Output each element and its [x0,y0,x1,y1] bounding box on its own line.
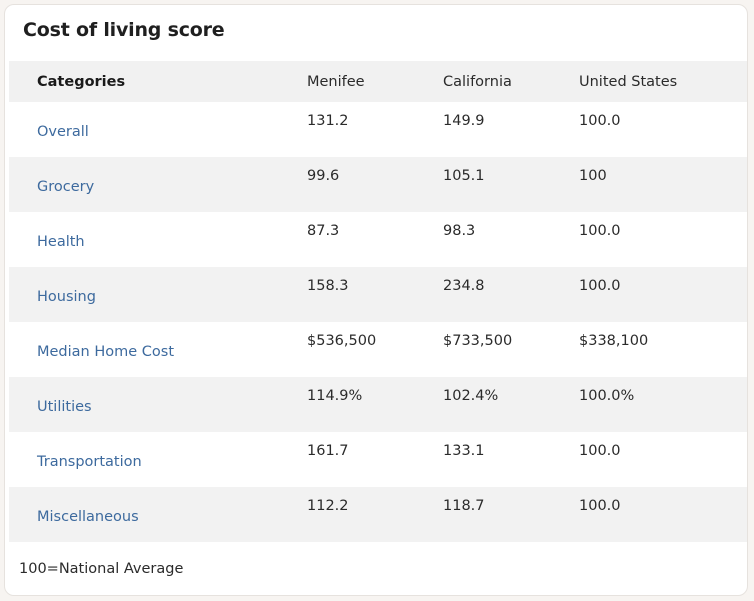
column-header-united-states: United States [579,73,678,90]
united-states-value: $338,100 [579,333,649,349]
menifee-value: 114.9% [307,388,363,404]
table-row: Health 87.3 98.3 100.0 [9,212,747,267]
united-states-value: 100.0% [579,388,635,404]
california-value: 133.1 [443,443,485,459]
category-link-grocery[interactable]: Grocery [37,178,95,195]
united-states-value: 100.0 [579,278,621,294]
united-states-value: 100.0 [579,498,621,514]
category-link-overall[interactable]: Overall [37,123,89,140]
table-header-row: Categories Menifee California United Sta… [9,61,747,102]
california-value: 98.3 [443,223,476,239]
table-row: Transportation 161.7 133.1 100.0 [9,432,747,487]
united-states-value: 100.0 [579,223,621,239]
card-title: Cost of living score [23,19,225,41]
menifee-value: $536,500 [307,333,377,349]
national-average-footnote: 100=National Average [19,561,184,577]
table-row: Miscellaneous 112.2 118.7 100.0 [9,487,747,542]
table-row: Overall 131.2 149.9 100.0 [9,102,747,157]
menifee-value: 158.3 [307,278,349,294]
united-states-value: 100.0 [579,113,621,129]
california-value: 234.8 [443,278,485,294]
category-link-transportation[interactable]: Transportation [37,453,142,470]
category-link-utilities[interactable]: Utilities [37,398,92,415]
category-link-median-home-cost[interactable]: Median Home Cost [37,343,175,360]
category-link-miscellaneous[interactable]: Miscellaneous [37,508,139,525]
column-header-menifee: Menifee [307,73,365,90]
california-value: 102.4% [443,388,499,404]
california-value: $733,500 [443,333,513,349]
united-states-value: 100.0 [579,443,621,459]
california-value: 105.1 [443,168,485,184]
menifee-value: 161.7 [307,443,349,459]
table-row: Grocery 99.6 105.1 100 [9,157,747,212]
california-value: 149.9 [443,113,485,129]
menifee-value: 87.3 [307,223,340,239]
table-row: Utilities 114.9% 102.4% 100.0% [9,377,747,432]
table-row: Housing 158.3 234.8 100.0 [9,267,747,322]
cost-of-living-table: Categories Menifee California United Sta… [9,61,747,542]
menifee-value: 112.2 [307,498,349,514]
column-header-california: California [443,73,512,90]
california-value: 118.7 [443,498,485,514]
category-link-health[interactable]: Health [37,233,85,250]
united-states-value: 100 [579,168,607,184]
menifee-value: 131.2 [307,113,349,129]
menifee-value: 99.6 [307,168,340,184]
cost-of-living-card: Cost of living score Categories Menifee … [4,4,748,596]
category-link-housing[interactable]: Housing [37,288,96,305]
table-row: Median Home Cost $536,500 $733,500 $338,… [9,322,747,377]
column-header-categories: Categories [37,73,126,90]
